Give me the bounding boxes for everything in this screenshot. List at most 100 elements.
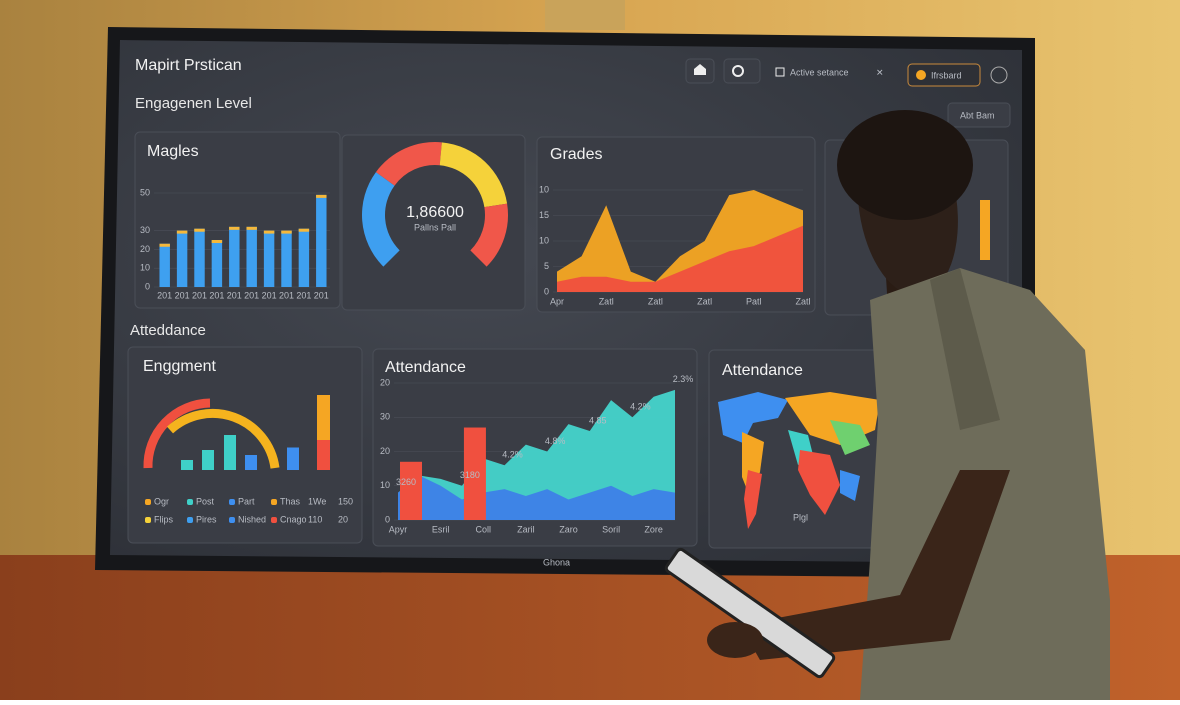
panel-title: Grades: [550, 146, 602, 163]
x-tick-label: Zatl: [599, 296, 614, 306]
x-tick-label: 201: [314, 290, 329, 300]
y-tick-label: 20: [140, 244, 150, 254]
bar-cap: [316, 194, 327, 198]
data-label: 3180: [460, 470, 480, 480]
y-tick-label: 15: [539, 210, 549, 220]
x-tick-label: 201: [209, 290, 224, 300]
panel: [127, 346, 363, 544]
data-label: 3260: [396, 477, 416, 487]
area: [557, 225, 803, 292]
gauge-arc: [166, 408, 280, 469]
x-tick-label: 201: [279, 290, 294, 300]
y-tick-label: 10: [380, 480, 390, 490]
x-tick-label: Zaril: [517, 524, 535, 534]
menu-icon: [732, 65, 744, 77]
legend-swatch: [145, 499, 151, 505]
world-map: [718, 392, 880, 529]
legend-label: Flips: [154, 514, 174, 524]
y-tick-label: 10: [140, 263, 150, 273]
legend-number: 1We: [308, 496, 326, 506]
gauge-segment: [362, 172, 400, 267]
bar: [245, 455, 257, 470]
gauge-value: 1,86600: [406, 204, 464, 221]
y-tick-label: 0: [145, 281, 150, 291]
bar: [400, 461, 422, 520]
x-tick-label: 201: [244, 290, 259, 300]
y-tick-label: 0: [544, 286, 549, 296]
gauge-segment: [470, 203, 508, 267]
legend-swatch: [229, 499, 235, 505]
person: [664, 110, 1110, 700]
x-tick-label: Apr: [550, 296, 564, 306]
data-label: 2.3%: [673, 374, 694, 384]
y-tick-label: 20: [380, 446, 390, 456]
legend-swatch: [271, 517, 277, 523]
panel-title: Magles: [147, 143, 199, 160]
settings-icon[interactable]: [990, 66, 1008, 84]
x-tick-label: 201: [227, 290, 242, 300]
x-tick-label: 201: [262, 290, 277, 300]
bar: [181, 460, 193, 470]
data-label: 4.2%: [502, 450, 523, 460]
y-tick-label: 10: [539, 235, 549, 245]
gauge-segment: [375, 142, 442, 186]
bar-cap: [246, 226, 257, 230]
stack-segment: [317, 440, 330, 470]
bar: [316, 194, 327, 287]
y-tick-label: 50: [140, 187, 150, 197]
y-tick-label: 5: [544, 261, 549, 271]
panel-title: Enggment: [143, 358, 216, 375]
legend-number: 110: [308, 514, 322, 524]
stack-segment: [317, 395, 330, 440]
bar-cap: [176, 230, 188, 234]
dashboard-button[interactable]: [907, 63, 981, 87]
y-tick-label: 30: [140, 225, 150, 235]
bar: [246, 226, 257, 287]
bar: [463, 427, 486, 520]
section-heading: Atteddance: [130, 322, 206, 339]
side-button[interactable]: [947, 102, 1011, 128]
x-tick-label: 201: [296, 290, 311, 300]
x-tick-label: Zaro: [559, 524, 578, 534]
bar: [298, 228, 310, 287]
bar: [281, 230, 292, 287]
bar: [159, 243, 170, 287]
bar: [211, 240, 223, 287]
gauge-caption: Pallns Pall: [414, 222, 456, 232]
data-label: 4.8%: [545, 436, 566, 446]
y-tick-label: 20: [380, 377, 390, 387]
brand: Ghona: [543, 557, 570, 567]
x-tick-label: Soril: [602, 524, 620, 534]
bar-cap: [298, 228, 310, 232]
active-icon: [775, 67, 785, 77]
legend-label: Thas: [280, 496, 301, 506]
legend-label: Pires: [196, 514, 217, 524]
tool-icon[interactable]: ✕: [876, 67, 884, 77]
x-tick-label: Zore: [644, 524, 663, 534]
legend-number: 150: [338, 496, 353, 506]
bar-cap: [159, 243, 170, 247]
x-tick-label: 201: [175, 290, 190, 300]
legend-label: Cnago: [280, 514, 307, 524]
partial-bar: [980, 200, 990, 260]
y-tick-label: 0: [385, 514, 390, 524]
map-caption: Plgl: [793, 512, 808, 522]
y-tick-label: 10: [539, 184, 549, 194]
section-heading: Engagenen Level: [135, 95, 252, 112]
panel-title: Attendance: [385, 359, 466, 376]
legend-swatch: [145, 517, 151, 523]
legend-swatch: [187, 499, 193, 505]
dashboard-button-label: Ifrsbard: [931, 70, 962, 80]
active-link[interactable]: Active setance: [790, 67, 849, 77]
bar-cap: [281, 230, 292, 234]
x-tick-label: Coll: [475, 524, 491, 534]
bar: [176, 230, 188, 287]
gauge-segment: [439, 142, 508, 208]
bar-cap: [194, 228, 205, 232]
legend-label: Nished: [238, 514, 266, 524]
x-tick-label: 201: [192, 290, 207, 300]
bar: [263, 230, 275, 287]
y-tick-label: 30: [380, 412, 390, 422]
legend-number: 20: [338, 514, 348, 524]
